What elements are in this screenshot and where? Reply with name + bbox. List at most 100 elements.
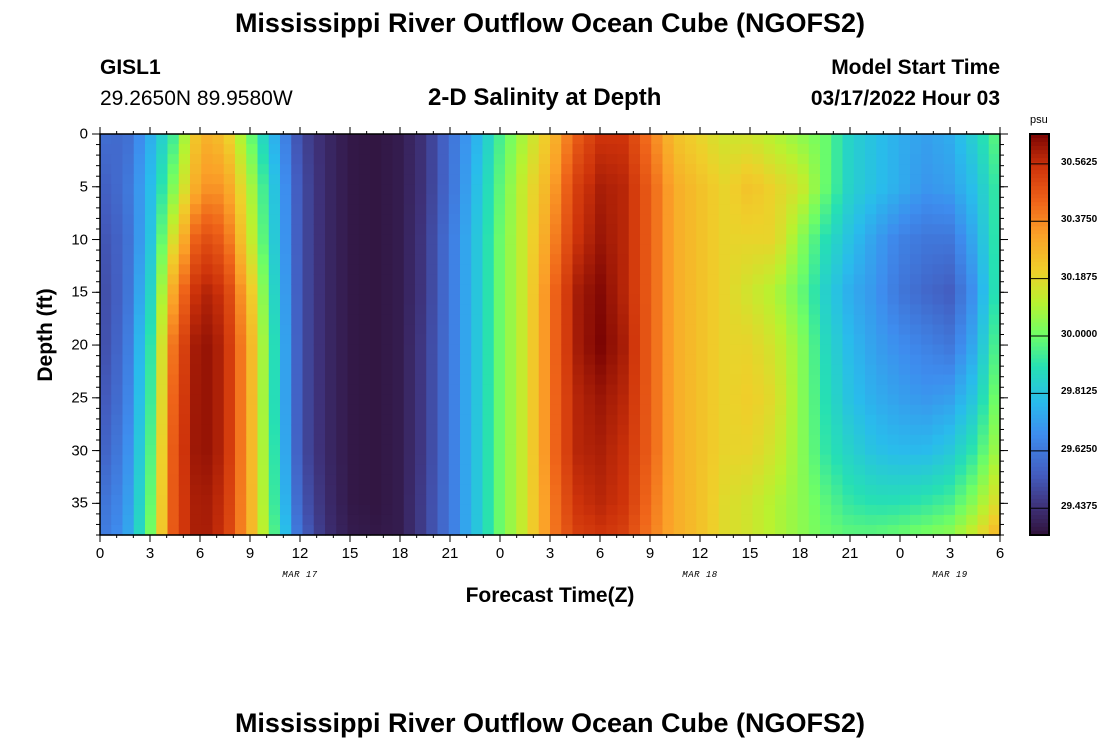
heatmap-cell xyxy=(392,364,405,376)
heatmap-cell xyxy=(763,314,776,326)
heatmap-cell xyxy=(381,174,394,185)
heatmap-cell xyxy=(977,354,990,366)
heatmap-cell xyxy=(876,224,889,235)
heatmap-cell xyxy=(100,234,112,245)
heatmap-cell xyxy=(223,134,236,145)
heatmap-cell xyxy=(403,134,416,145)
heatmap-cell xyxy=(280,414,292,426)
heatmap-cell xyxy=(572,314,585,326)
colorbar-cell xyxy=(1030,342,1049,348)
heatmap-cell xyxy=(606,274,619,285)
heatmap-cell xyxy=(628,334,641,346)
heatmap-cell xyxy=(820,404,832,416)
heatmap-cell xyxy=(842,464,855,476)
heatmap-cell xyxy=(122,324,135,336)
heatmap-cell xyxy=(730,394,742,406)
heatmap-cell xyxy=(246,214,259,225)
heatmap-cell xyxy=(752,354,765,366)
heatmap-cell xyxy=(786,174,799,185)
heatmap-cell xyxy=(775,354,787,366)
heatmap-cell xyxy=(876,214,889,225)
heatmap-cell xyxy=(786,344,799,356)
heatmap-cell xyxy=(685,194,697,205)
heatmap-cell xyxy=(775,324,787,336)
heatmap-cell xyxy=(145,234,157,245)
heatmap-cell xyxy=(718,354,731,366)
heatmap-cell xyxy=(887,444,900,456)
heatmap-cell xyxy=(111,204,124,215)
heatmap-cell xyxy=(493,174,506,185)
model-start-label: Model Start Time xyxy=(831,56,1000,79)
heatmap-cell xyxy=(190,404,202,416)
heatmap-cell xyxy=(797,364,810,376)
heatmap-cell xyxy=(651,164,664,175)
heatmap-cell xyxy=(595,164,607,175)
heatmap-cell xyxy=(235,204,247,215)
heatmap-cell xyxy=(111,454,124,466)
heatmap-cell xyxy=(977,454,990,466)
heatmap-cell xyxy=(223,494,236,506)
heatmap-cell xyxy=(831,414,844,426)
heatmap-cell xyxy=(910,324,922,336)
heatmap-cell xyxy=(145,324,157,336)
heatmap-cell xyxy=(505,364,517,376)
heatmap-cell xyxy=(955,174,967,185)
heatmap-cell xyxy=(943,324,956,336)
heatmap-cell xyxy=(325,454,337,466)
heatmap-cell xyxy=(955,274,967,285)
heatmap-cell xyxy=(527,134,540,145)
heatmap-cell xyxy=(820,434,832,446)
heatmap-cell xyxy=(122,394,135,406)
heatmap-cell xyxy=(696,244,709,255)
heatmap-cell xyxy=(977,484,990,496)
heatmap-cell xyxy=(718,284,731,296)
heatmap-cell xyxy=(853,134,866,145)
heatmap-cell xyxy=(156,254,169,265)
heatmap-cell xyxy=(223,354,236,366)
heatmap-cell xyxy=(460,144,472,155)
heatmap-cell xyxy=(156,314,169,326)
heatmap-cell xyxy=(370,494,382,506)
heatmap-cell xyxy=(167,474,180,486)
heatmap-cell xyxy=(392,434,405,446)
heatmap-cell xyxy=(133,274,146,285)
colorbar-cell xyxy=(1030,246,1049,251)
heatmap-cell xyxy=(235,334,247,346)
heatmap-cell xyxy=(887,234,900,245)
heatmap-cell xyxy=(111,334,124,346)
heatmap-cell xyxy=(595,444,607,456)
heatmap-cell xyxy=(201,284,214,296)
heatmap-cell xyxy=(977,444,990,456)
heatmap-cell xyxy=(156,174,169,185)
heatmap-cell xyxy=(257,414,270,426)
heatmap-cell xyxy=(707,404,720,416)
heatmap-cell xyxy=(662,194,675,205)
heatmap-cell xyxy=(516,244,529,255)
heatmap-cell xyxy=(381,254,394,265)
heatmap-cell xyxy=(403,244,416,255)
heatmap-cell xyxy=(741,494,754,506)
heatmap-cell xyxy=(325,264,337,275)
heatmap-cell xyxy=(685,294,697,306)
heatmap-cell xyxy=(887,274,900,285)
heatmap-cell xyxy=(460,524,472,536)
heatmap-cell xyxy=(921,204,934,215)
heatmap-cell xyxy=(583,464,596,476)
heatmap-cell xyxy=(606,394,619,406)
heatmap-cell xyxy=(550,374,562,386)
heatmap-cell xyxy=(325,374,337,386)
heatmap-cell xyxy=(156,354,169,366)
heatmap-cell xyxy=(685,364,697,376)
heatmap-cell xyxy=(730,254,742,265)
heatmap-cell xyxy=(707,354,720,366)
heatmap-cell xyxy=(133,264,146,275)
heatmap-cell xyxy=(505,224,517,235)
heatmap-cell xyxy=(223,214,236,225)
heatmap-cell xyxy=(471,164,484,175)
heatmap-cell xyxy=(561,334,574,346)
heatmap-cell xyxy=(460,134,472,145)
heatmap-cell xyxy=(651,194,664,205)
heatmap-cell xyxy=(100,264,112,275)
heatmap-cell xyxy=(426,494,439,506)
heatmap-cell xyxy=(730,504,742,516)
